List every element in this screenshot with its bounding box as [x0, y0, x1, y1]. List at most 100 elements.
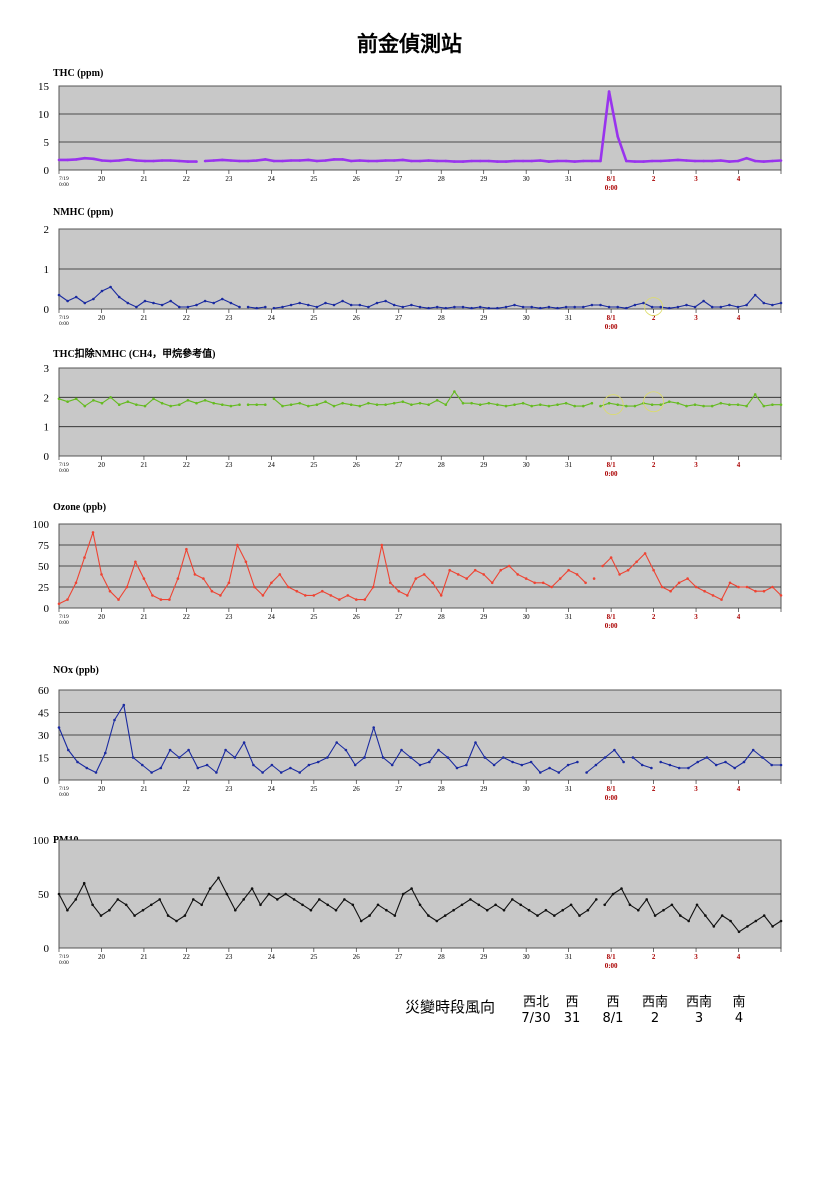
data-point — [183, 914, 187, 917]
data-point — [422, 573, 426, 576]
x-tick-label: 21 — [140, 953, 148, 961]
data-point — [652, 568, 655, 572]
data-point — [351, 903, 355, 907]
data-point — [762, 589, 766, 593]
data-point — [246, 159, 250, 163]
data-point — [461, 160, 465, 163]
data-point — [557, 771, 561, 774]
x-tick-label: 4 — [737, 314, 741, 322]
data-point — [57, 892, 61, 896]
data-point — [616, 403, 619, 406]
data-point — [250, 887, 254, 890]
x-tick-label: 25 — [310, 785, 318, 793]
data-point — [264, 403, 267, 406]
y-tick-label: 60 — [38, 685, 50, 697]
x-tick-label: 8/1 — [607, 314, 616, 322]
data-point — [367, 159, 370, 163]
data-point — [533, 581, 536, 585]
data-point — [603, 756, 607, 759]
data-point — [779, 301, 783, 305]
data-point — [74, 397, 78, 401]
data-point — [573, 404, 576, 408]
data-point — [409, 756, 413, 759]
y-tick-label: 0 — [44, 304, 50, 316]
data-point — [625, 159, 628, 163]
data-point — [487, 401, 491, 405]
data-point — [91, 903, 94, 907]
data-point — [418, 903, 422, 907]
series-line — [58, 286, 240, 308]
x-tick-label: 23 — [225, 461, 233, 469]
y-tick-label: 0 — [44, 775, 50, 787]
data-point — [358, 404, 362, 408]
data-point — [753, 393, 757, 396]
data-point — [754, 919, 758, 923]
data-point — [736, 305, 740, 309]
data-point — [236, 543, 239, 547]
data-point — [217, 876, 220, 880]
data-point — [203, 299, 207, 303]
x-tick-label: 24 — [268, 785, 276, 793]
data-point — [564, 401, 568, 405]
data-point — [520, 763, 524, 767]
series-line — [273, 294, 782, 309]
x-tick-label: 28 — [438, 175, 446, 183]
data-point — [289, 303, 293, 307]
data-point — [221, 158, 224, 162]
x-tick-label: 0:00 — [59, 321, 69, 327]
x-tick-label: 24 — [268, 314, 276, 322]
data-point — [233, 756, 237, 759]
x-tick-sublabel: 0:00 — [605, 323, 618, 331]
data-point — [151, 594, 154, 597]
data-point — [82, 881, 86, 885]
chart-title: THC扣除NMHC (CH4，甲烷參考值) — [53, 347, 216, 360]
data-point — [516, 573, 519, 576]
data-point — [393, 914, 397, 917]
x-tick-label: 26 — [353, 785, 361, 793]
data-point — [142, 577, 146, 580]
data-point — [312, 594, 316, 597]
data-point — [255, 403, 258, 406]
data-point — [298, 771, 302, 774]
data-point — [771, 159, 774, 163]
data-point — [437, 748, 440, 752]
x-tick-label: 20 — [98, 785, 106, 793]
data-point — [341, 401, 344, 405]
x-tick-label: 26 — [353, 314, 361, 322]
data-point — [435, 399, 439, 402]
x-tick-label: 20 — [98, 953, 106, 961]
data-point — [728, 581, 732, 585]
x-tick-label: 7/19 — [59, 954, 69, 960]
data-point — [427, 306, 430, 310]
x-tick-label: 2 — [652, 314, 656, 322]
data-point — [202, 577, 205, 580]
x-tick-label: 31 — [565, 314, 573, 322]
data-point — [225, 892, 229, 896]
data-point — [502, 908, 506, 912]
data-point — [401, 400, 405, 403]
data-point — [483, 756, 487, 759]
x-tick-label: 30 — [523, 175, 531, 183]
data-point — [224, 748, 227, 752]
data-point — [507, 564, 511, 568]
data-point — [316, 760, 320, 764]
data-point — [295, 589, 299, 593]
data-point — [745, 585, 749, 589]
series-line — [273, 390, 593, 407]
data-point — [771, 585, 774, 589]
data-point — [126, 301, 130, 305]
data-point — [696, 760, 699, 764]
data-point — [625, 404, 628, 408]
data-point — [332, 404, 336, 408]
x-tick-label: 8/1 — [607, 461, 616, 469]
data-point — [272, 159, 276, 163]
wind-direction: 西北 — [522, 995, 549, 1010]
data-point — [710, 159, 714, 163]
data-point — [143, 299, 147, 303]
highlight-circle — [643, 391, 664, 413]
data-point — [67, 748, 70, 752]
data-point — [135, 305, 138, 309]
data-point — [307, 158, 310, 162]
data-point — [668, 400, 671, 403]
data-point — [427, 403, 430, 406]
